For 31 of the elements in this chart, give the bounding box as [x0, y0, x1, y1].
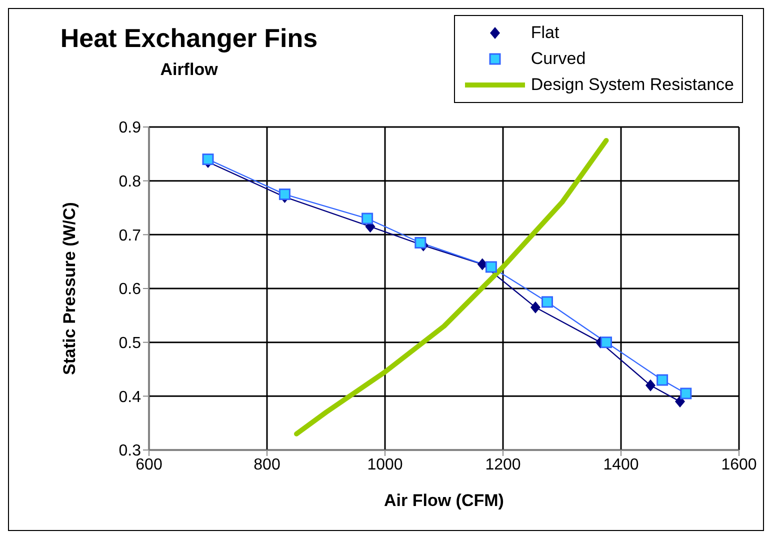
y-tick-label: 0.6: [118, 281, 142, 298]
y-tick-label: 0.5: [118, 335, 142, 352]
point: [656, 374, 668, 386]
point: [202, 154, 214, 166]
point: [675, 396, 685, 408]
point: [485, 261, 497, 273]
point: [600, 336, 612, 348]
y-tick-label: 0.4: [118, 388, 142, 406]
x-tick-label: 1000: [367, 456, 403, 474]
legend-label: Design System Resistance: [530, 75, 734, 95]
point: [362, 212, 374, 224]
legend-label: Flat: [530, 23, 560, 43]
y-axis-title: Static Pressure (W/C): [60, 202, 80, 375]
legend-label: Curved: [530, 49, 586, 69]
chart-subtitle: Airflow: [159, 60, 219, 80]
chart-title: Heat Exchanger Fins: [59, 23, 319, 54]
point: [414, 236, 426, 248]
x-tick-label: 1400: [603, 456, 639, 474]
point: [530, 301, 540, 314]
y-tick-label: 0.9: [118, 120, 142, 137]
point: [646, 379, 656, 392]
y-tick-label: 0.8: [118, 174, 142, 191]
point: [278, 188, 290, 200]
x-tick-label: 600: [136, 456, 162, 474]
point: [542, 296, 553, 308]
x-axis-title: Air Flow (CFM): [384, 491, 504, 510]
point: [680, 388, 692, 400]
x-tick-label: 1600: [721, 456, 757, 474]
y-tick-label: 0.7: [118, 227, 142, 244]
x-tick-label: 1200: [485, 456, 521, 474]
x-tick-label: 800: [254, 456, 280, 474]
